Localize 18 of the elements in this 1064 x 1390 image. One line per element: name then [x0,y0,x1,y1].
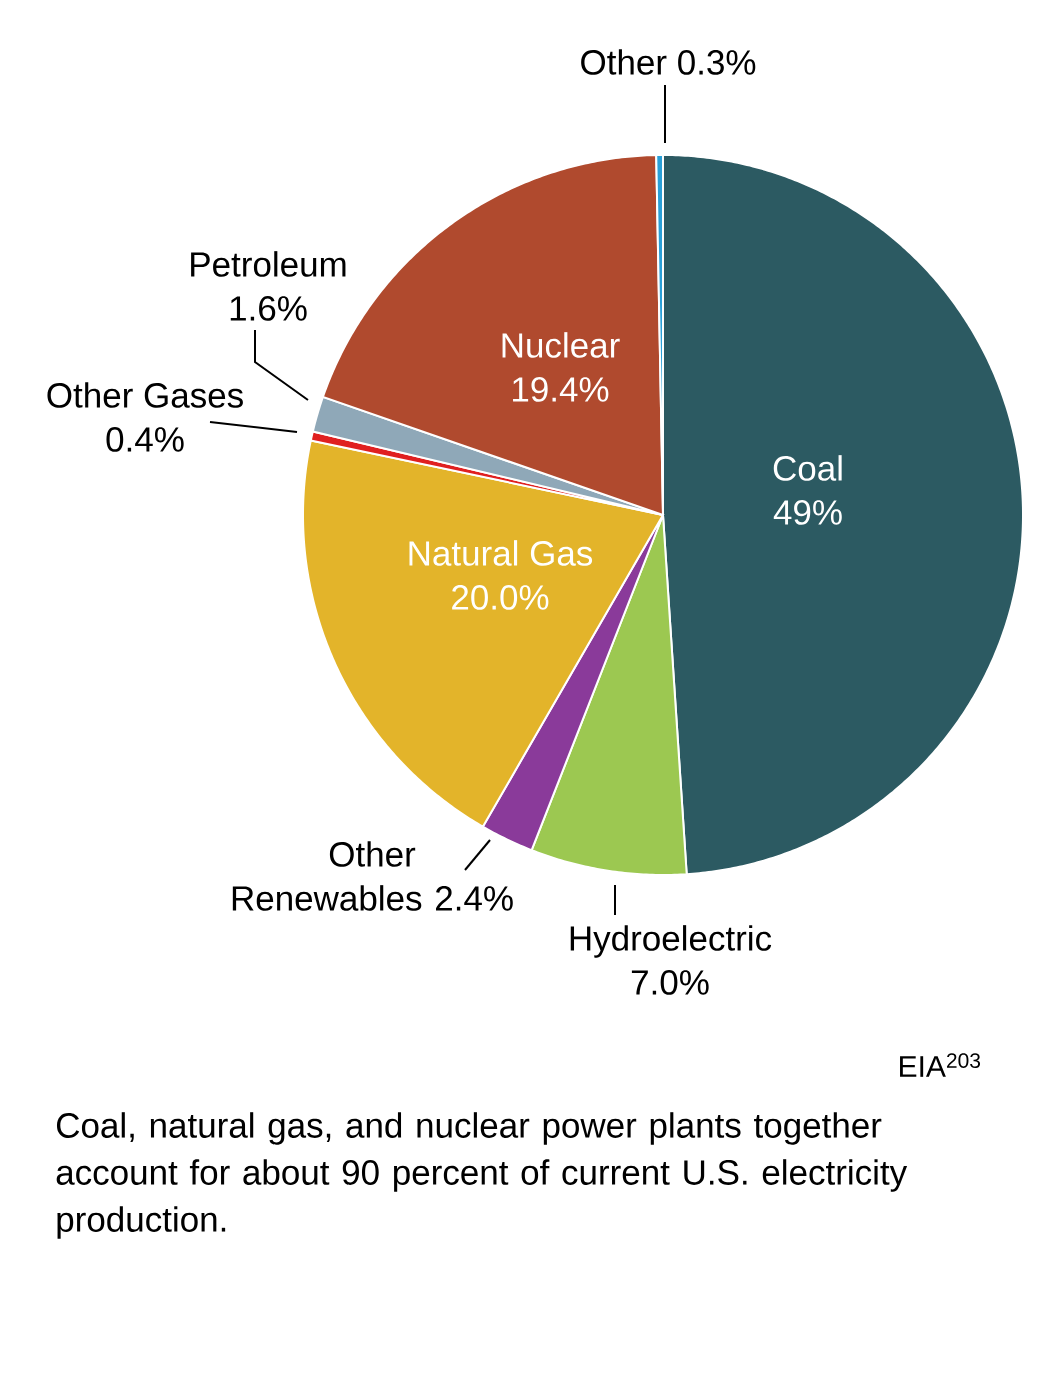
data-label: 20.0% [452,585,549,610]
slice-label: Other [581,49,667,75]
data-label: 19.4% [513,377,609,402]
slice-label: Petroleum [191,251,346,277]
slice-label: Coal [773,455,842,481]
data-label: 2.4% [436,886,513,911]
slice-label: Hydroelectric [570,925,772,958]
slice-label: Natural Gas [409,540,593,566]
text: EIA$^{203}$ [900,1053,981,1077]
slice-label: Nuclear [502,332,620,358]
slice-label: Other Renewables [232,841,422,911]
data-label: 0.4% [106,427,184,452]
slice-label: Other Gases [47,382,243,408]
data-label: 1.6% [230,296,307,321]
data-label: 7.0% [631,970,709,995]
data-label: 49% [773,500,842,525]
text: Coal, natural gas, and nuclear power plants together account for about 90 percent of current U.S. electricity production. [56,1112,908,1239]
data-label: 0.3% [678,50,756,75]
